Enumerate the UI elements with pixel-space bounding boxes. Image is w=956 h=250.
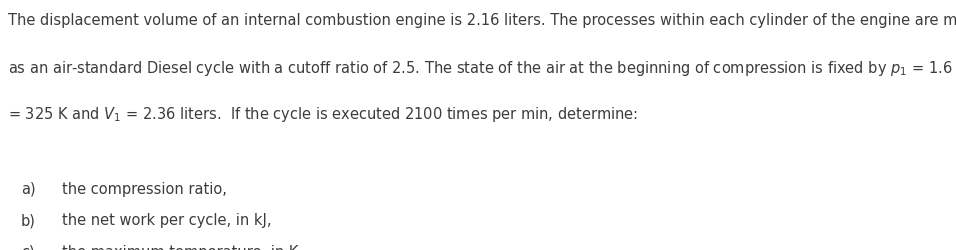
Text: The displacement volume of an internal combustion engine is 2.16 liters. The pro: The displacement volume of an internal c… [8,12,956,28]
Text: the maximum temperature, in K,: the maximum temperature, in K, [62,244,303,250]
Text: the compression ratio,: the compression ratio, [62,181,227,196]
Text: b): b) [21,212,36,228]
Text: c): c) [21,244,34,250]
Text: the net work per cycle, in kJ,: the net work per cycle, in kJ, [62,212,272,228]
Text: as an air-standard Diesel cycle with a cutoff ratio of 2.5. The state of the air: as an air-standard Diesel cycle with a c… [8,59,956,78]
Text: = 325 K and $V_1$ = 2.36 liters.  If the cycle is executed 2100 times per min, d: = 325 K and $V_1$ = 2.36 liters. If the … [8,105,638,124]
Text: a): a) [21,181,35,196]
